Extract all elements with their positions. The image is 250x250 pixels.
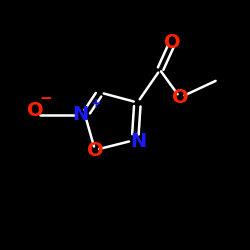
Text: −: − — [40, 91, 52, 106]
Text: N: N — [130, 132, 147, 151]
Text: +: + — [91, 97, 102, 110]
Text: N: N — [72, 106, 88, 124]
Text: O: O — [172, 88, 188, 107]
Text: O: O — [164, 33, 181, 52]
Text: O: O — [87, 140, 103, 160]
Text: O: O — [27, 100, 43, 119]
